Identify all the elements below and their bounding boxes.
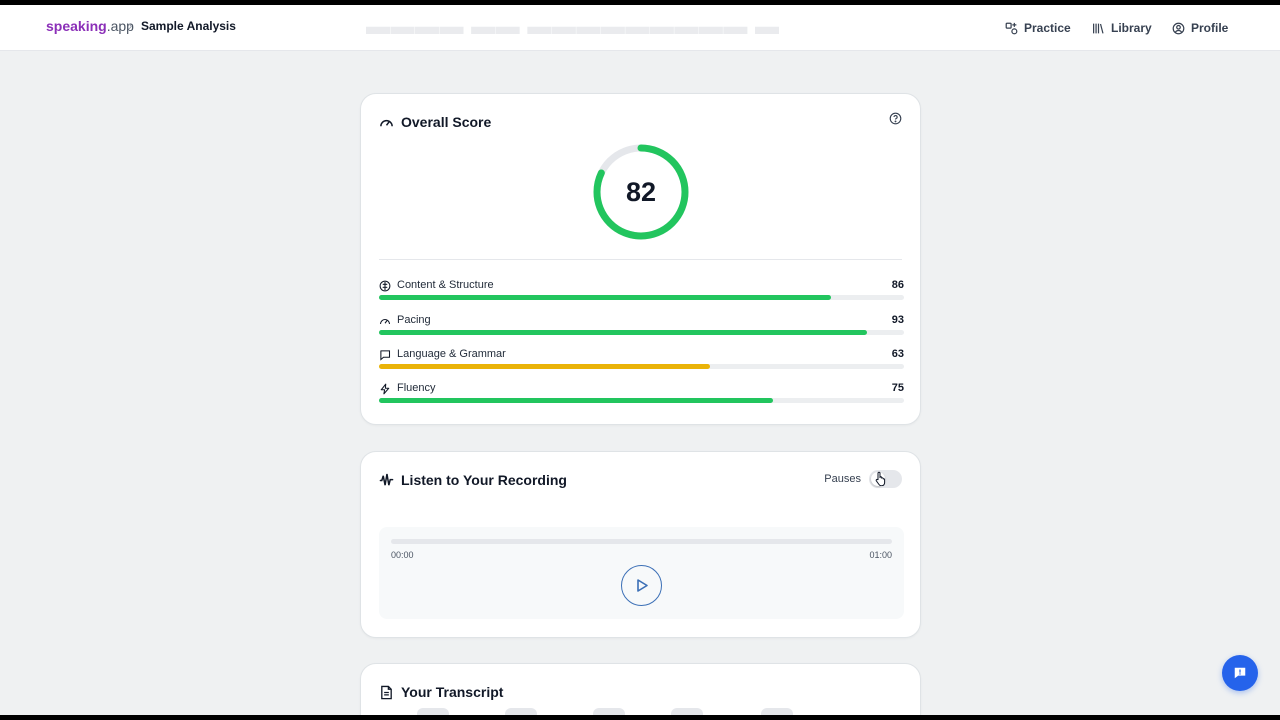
nav-profile[interactable]: Profile — [1172, 18, 1228, 38]
transcript-heading: Your Transcript — [379, 684, 503, 700]
duration-time: 01:00 — [869, 550, 892, 560]
hand-cursor-icon — [875, 471, 886, 486]
brand-logo[interactable]: speaking.app — [46, 18, 134, 34]
play-button[interactable] — [621, 565, 662, 606]
metric-fill — [379, 398, 773, 403]
breadcrumb-chevron-icon: › — [128, 18, 133, 33]
overall-score-title: Overall Score — [401, 114, 492, 130]
metric-value: 63 — [891, 348, 904, 360]
nav-library-label: Library — [1111, 21, 1152, 35]
metric-label: Language & Grammar — [397, 348, 506, 360]
speech-bubble-icon — [380, 350, 391, 361]
metric-track — [379, 295, 904, 300]
shapes-icon — [1005, 22, 1018, 34]
metric-value: 86 — [891, 279, 904, 291]
score-divider — [379, 259, 902, 260]
app-frame: ▬▬▬▬ ▬▬ ▬▬▬▬▬▬▬▬▬ ▬ speaking.app › Sampl… — [0, 5, 1280, 715]
pauses-control: Pauses — [824, 470, 902, 488]
filter-toggle[interactable] — [671, 708, 703, 715]
metric-label: Content & Structure — [397, 279, 494, 291]
overall-score-ring — [593, 144, 689, 240]
metric-value: 93 — [891, 314, 904, 326]
current-time: 00:00 — [391, 550, 414, 560]
metric-value: 75 — [891, 382, 904, 394]
brain-icon — [379, 280, 391, 292]
filter-toggle[interactable] — [417, 708, 449, 715]
faded-page-title: ▬▬▬▬ ▬▬ ▬▬▬▬▬▬▬▬▬ ▬ — [366, 13, 780, 40]
metric-track — [379, 398, 904, 403]
audio-wave-icon — [379, 473, 394, 485]
metric-label: Pacing — [397, 314, 431, 326]
recording-title: Listen to Your Recording — [401, 472, 567, 488]
overall-score-ring-fill — [593, 144, 689, 240]
gauge-icon — [379, 318, 391, 325]
metric-language-grammar: Language & Grammar 63 — [379, 348, 904, 375]
brand-suffix: .app — [106, 18, 134, 34]
breadcrumb-current: Sample Analysis — [141, 19, 236, 33]
overall-score-card: Overall Score 82 Content & Structure 86 … — [360, 93, 921, 425]
transcript-title: Your Transcript — [401, 684, 504, 700]
metric-pacing: Pacing 93 — [379, 314, 904, 341]
metric-fill — [379, 364, 710, 369]
top-header: ▬▬▬▬ ▬▬ ▬▬▬▬▬▬▬▬▬ ▬ speaking.app › Sampl… — [0, 5, 1280, 51]
filter-toggle[interactable] — [505, 708, 537, 715]
filter-toggle[interactable] — [761, 708, 793, 715]
transcript-card: Your Transcript — [360, 663, 921, 715]
chat-alert-icon — [1234, 667, 1246, 679]
brand-name: speaking — [46, 18, 107, 34]
overall-score-value: 82 — [625, 176, 657, 207]
gauge-icon — [380, 119, 393, 126]
metric-fill — [379, 295, 831, 300]
nav-profile-label: Profile — [1191, 21, 1229, 35]
audio-player: 00:00 01:00 — [379, 527, 904, 619]
chat-button[interactable] — [1222, 655, 1258, 691]
metric-fill — [379, 330, 868, 335]
metric-label: Fluency — [397, 382, 436, 394]
help-icon[interactable] — [889, 112, 902, 125]
library-icon — [1093, 23, 1104, 34]
audio-progress-track[interactable] — [391, 539, 892, 544]
play-icon — [636, 579, 648, 592]
recording-card: Listen to Your Recording Pauses 00:00 01… — [360, 451, 921, 638]
nav-library[interactable]: Library — [1092, 18, 1152, 38]
lightning-icon — [380, 383, 390, 395]
user-circle-icon — [1172, 22, 1185, 34]
nav-practice[interactable]: Practice — [1005, 18, 1071, 38]
nav-practice-label: Practice — [1024, 21, 1071, 35]
recording-heading: Listen to Your Recording — [379, 472, 567, 488]
metric-content-structure: Content & Structure 86 — [379, 279, 904, 306]
document-icon — [381, 685, 392, 699]
metric-track — [379, 364, 904, 369]
overall-score-heading: Overall Score — [379, 114, 491, 130]
metric-fluency: Fluency 75 — [379, 382, 904, 409]
metric-track — [379, 330, 904, 335]
pauses-label: Pauses — [824, 473, 861, 485]
filter-toggle[interactable] — [593, 708, 625, 715]
transcript-filter-toggles — [387, 708, 807, 715]
